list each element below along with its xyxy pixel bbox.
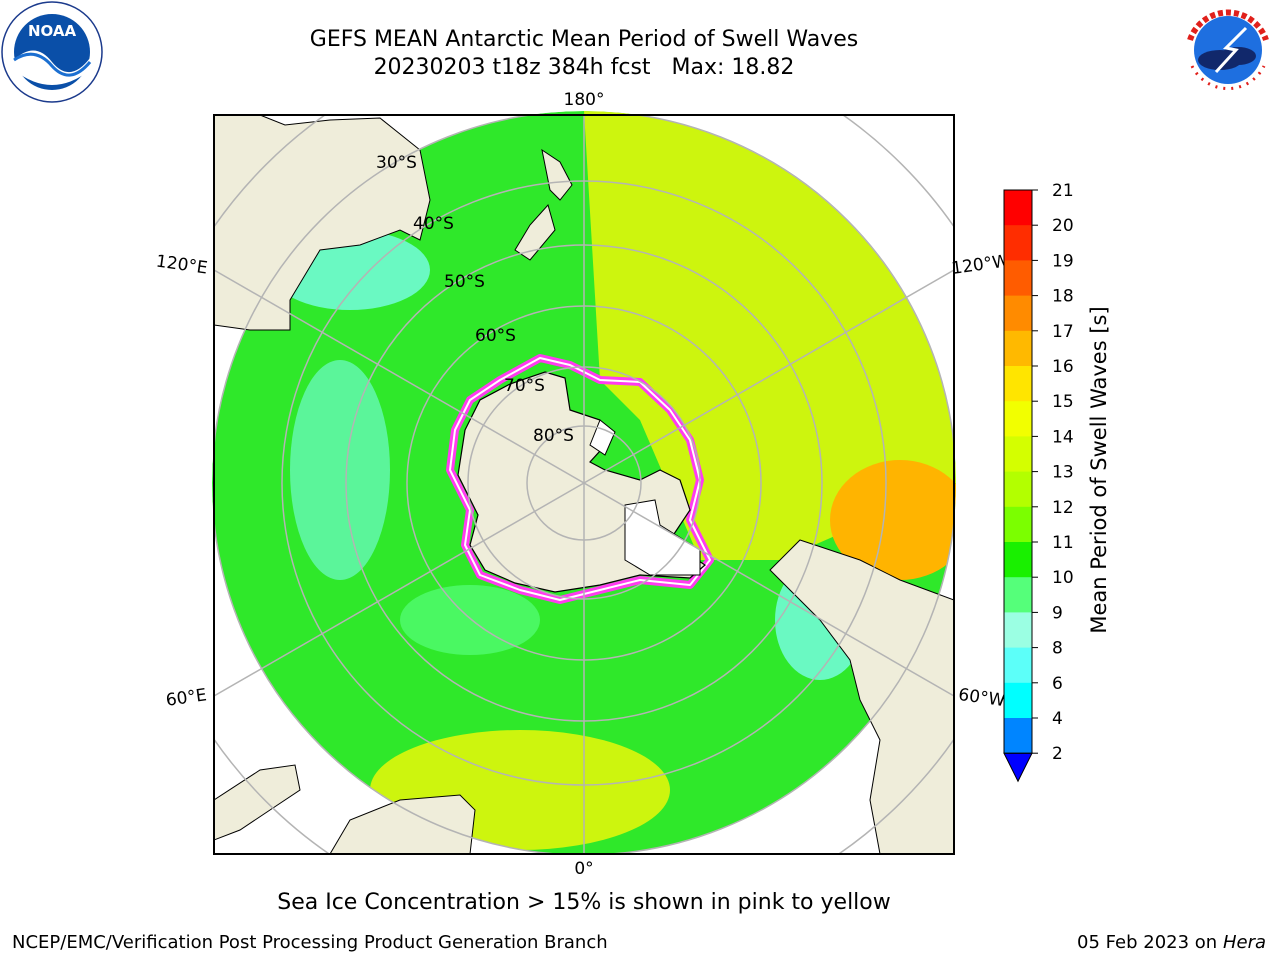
colorbar-segment	[1004, 190, 1032, 226]
colorbar-tick-label: 17	[1052, 322, 1074, 342]
colorbar-segment	[1004, 436, 1032, 473]
run-info: 20230203 t18z 384h fcst	[373, 55, 651, 80]
chart-title: GEFS MEAN Antarctic Mean Period of Swell…	[309, 27, 859, 52]
colorbar-tick-label: 9	[1052, 603, 1063, 623]
colorbar-tick-label: 16	[1052, 357, 1074, 377]
noaa-logo-icon: NOAA	[1, 1, 103, 103]
ocean-orange-patch	[830, 460, 956, 580]
colorbar-tick-label: 6	[1052, 674, 1063, 694]
colorbar-segment	[1004, 471, 1032, 508]
colorbar-segment	[1004, 577, 1032, 613]
colorbar-tick-label: 20	[1052, 216, 1074, 236]
colorbar-label: Mean Period of Swell Waves [s]	[1087, 306, 1111, 633]
colorbar-segment	[1004, 330, 1032, 367]
lat-label-60s: 60°S	[475, 326, 516, 346]
lon-label-120e: 120°E	[155, 252, 209, 279]
colorbar-tick-label: 4	[1052, 709, 1063, 729]
nws-logo-icon	[1180, 2, 1276, 98]
footer-date-text: 05 Feb 2023 on	[1077, 932, 1218, 953]
colorbar-tick-label: 19	[1052, 251, 1074, 271]
max-value: Max: 18.82	[671, 55, 795, 80]
colorbar-segment	[1004, 506, 1032, 543]
lon-label-60w: 60°W	[957, 685, 1006, 711]
lon-label-0: 0°	[574, 859, 593, 879]
colorbar-tick-label: 14	[1052, 427, 1074, 447]
colorbar-segment	[1004, 401, 1032, 437]
colorbar-segment	[1004, 542, 1032, 578]
colorbar-tick-label: 8	[1052, 639, 1063, 659]
lon-label-60e: 60°E	[165, 685, 208, 710]
colorbar-tick-label: 15	[1052, 392, 1074, 412]
footer-credit: NCEP/EMC/Verification Post Processing Pr…	[12, 932, 608, 953]
colorbar-segment	[1004, 682, 1032, 719]
chart-subtitle: 20230203 t18z 384h fcst Max: 18.82	[234, 55, 934, 81]
colorbar-tick-label: 18	[1052, 287, 1074, 307]
lon-label-120w: 120°W	[950, 251, 1010, 279]
colorbar-tick-label: 12	[1052, 498, 1074, 518]
colorbar-tick-label: 21	[1052, 181, 1074, 201]
colorbar-tick-label: 13	[1052, 463, 1074, 483]
noaa-logo-text: NOAA	[28, 22, 77, 40]
lat-label-70s: 70°S	[504, 376, 545, 396]
colorbar-segment	[1004, 225, 1032, 261]
lat-label-30s: 30°S	[376, 153, 417, 173]
colorbar-segment	[1004, 647, 1032, 684]
sea-ice-note: Sea Ice Concentration > 15% is shown in …	[277, 890, 891, 915]
colorbar-extend-arrow	[1003, 752, 1033, 783]
ocean-mint-patch	[400, 585, 540, 655]
colorbar-tick-label: 2	[1052, 744, 1063, 764]
colorbar-segment	[1004, 612, 1032, 649]
ross-ice-shelf	[589, 419, 616, 456]
lon-label-180: 180°	[564, 90, 605, 110]
colorbar-segment	[1004, 366, 1032, 402]
colorbar-segment	[1004, 718, 1032, 754]
colorbar-tick-label: 11	[1052, 533, 1074, 553]
ocean-cyan-west	[290, 360, 390, 580]
colorbar-segment	[1004, 295, 1032, 332]
graticule	[214, 115, 954, 854]
colorbar-tick-label: 10	[1052, 568, 1074, 588]
ronne-ice-shelf	[624, 499, 701, 576]
map-border	[213, 114, 955, 855]
colorbar-segment	[1004, 260, 1032, 297]
lat-label-50s: 50°S	[444, 272, 485, 292]
footer-date: 05 Feb 2023 on Hera	[1077, 932, 1266, 953]
lat-label-80s: 80°S	[533, 426, 574, 446]
lat-label-40s: 40°S	[413, 214, 454, 234]
colorbar: 21 20 19 18 17 16 15 14 13 12 11 10 9 8 6 4 2	[1003, 181, 1074, 783]
footer-host: Hera	[1222, 932, 1266, 953]
